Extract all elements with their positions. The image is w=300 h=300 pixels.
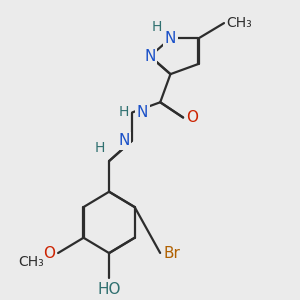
Text: H: H <box>119 106 129 119</box>
Text: Br: Br <box>163 246 180 261</box>
Text: N: N <box>137 105 148 120</box>
Text: H: H <box>95 141 105 155</box>
Text: H: H <box>151 20 162 34</box>
Text: N: N <box>144 49 156 64</box>
Text: CH₃: CH₃ <box>227 16 252 30</box>
Text: N: N <box>165 31 176 46</box>
Text: N: N <box>118 133 130 148</box>
Text: O: O <box>44 246 56 261</box>
Text: O: O <box>186 110 198 125</box>
Text: CH₃: CH₃ <box>18 255 44 269</box>
Text: HO: HO <box>97 282 121 297</box>
